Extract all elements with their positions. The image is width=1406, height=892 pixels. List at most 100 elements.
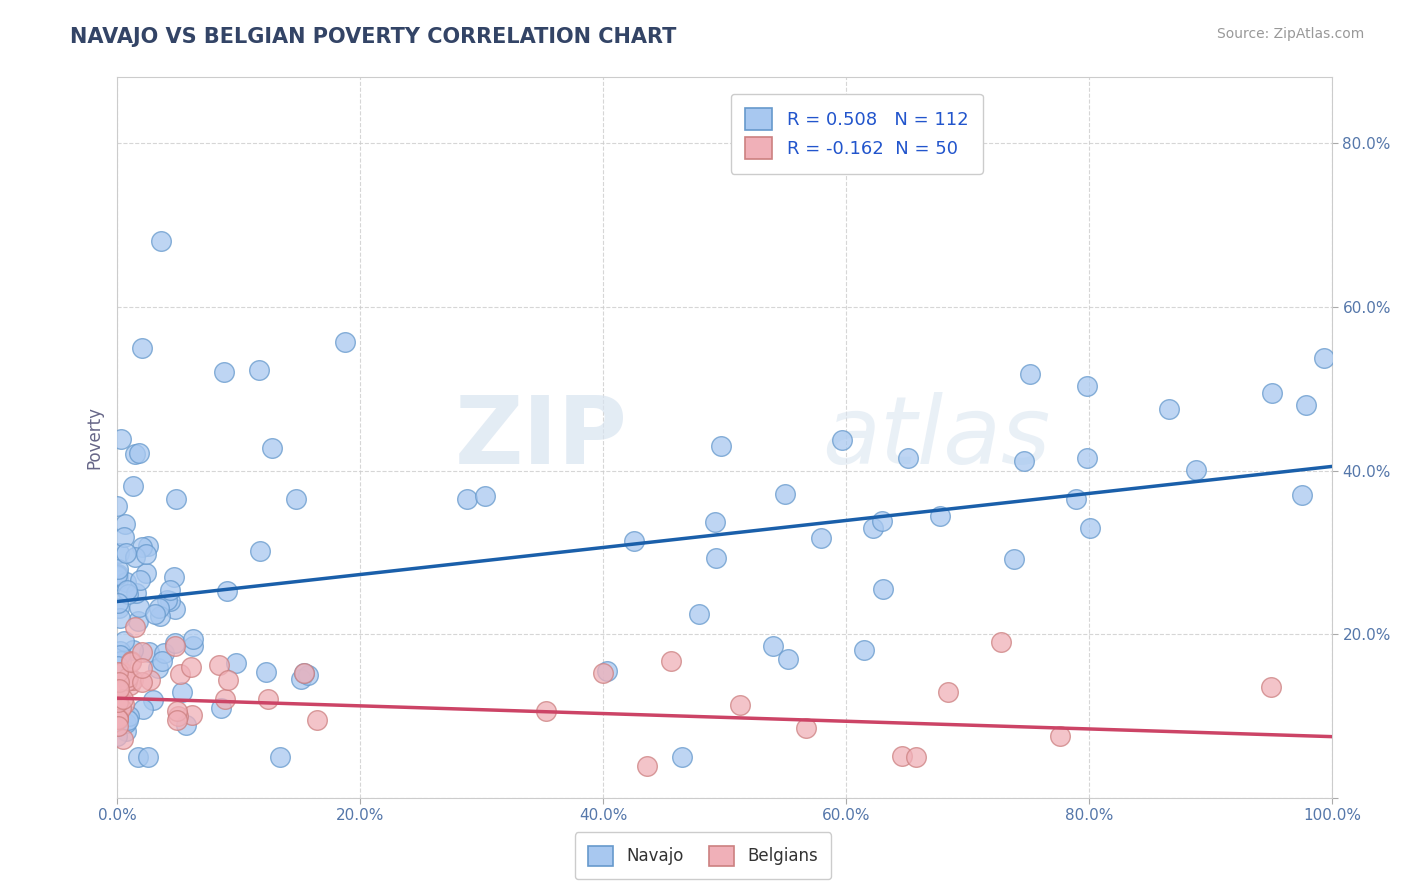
Point (121, 656, 143, 670)
Point (214, 692, 236, 706)
Point (1064, 491, 1087, 506)
Point (689, 607, 711, 622)
Point (831, 433, 853, 447)
Point (107, 596, 129, 610)
Point (704, 515, 727, 529)
Point (260, 442, 283, 456)
Point (297, 668, 319, 682)
Point (108, 545, 131, 559)
Point (108, 675, 131, 690)
Point (146, 661, 169, 675)
Point (159, 582, 181, 597)
Point (115, 574, 138, 589)
Point (114, 530, 136, 544)
Point (131, 541, 153, 555)
Point (142, 693, 165, 707)
Point (247, 363, 270, 377)
Point (163, 570, 186, 584)
Point (1012, 453, 1035, 467)
Point (124, 446, 146, 460)
Point (107, 682, 129, 697)
Point (107, 574, 129, 588)
Point (121, 479, 143, 493)
Point (1260, 680, 1282, 694)
Point (1295, 398, 1317, 412)
Point (1076, 451, 1098, 466)
Point (307, 713, 329, 727)
Point (905, 750, 928, 764)
Point (107, 712, 129, 726)
Point (117, 587, 139, 601)
Point (623, 533, 645, 548)
Point (135, 566, 157, 581)
Point (136, 539, 159, 553)
Point (125, 586, 148, 600)
Point (671, 750, 693, 764)
Point (108, 610, 131, 624)
Point (891, 748, 914, 763)
Point (108, 601, 131, 615)
Point (292, 666, 315, 681)
Point (148, 601, 170, 615)
Point (110, 654, 132, 668)
Point (1076, 379, 1098, 393)
Legend: R = 0.508   N = 112, R = -0.162  N = 50: R = 0.508 N = 112, R = -0.162 N = 50 (731, 94, 983, 174)
Point (107, 658, 129, 673)
Point (128, 446, 150, 460)
Point (111, 665, 134, 679)
Point (1018, 367, 1040, 381)
Point (117, 670, 139, 684)
Point (112, 633, 135, 648)
Point (138, 644, 160, 658)
Point (217, 583, 239, 598)
Point (249, 544, 271, 558)
Point (135, 547, 157, 561)
Point (110, 701, 132, 715)
Point (174, 717, 197, 731)
Point (108, 644, 131, 658)
Point (659, 654, 682, 668)
Point (1312, 351, 1334, 365)
Text: Source: ZipAtlas.com: Source: ZipAtlas.com (1216, 27, 1364, 41)
Point (112, 692, 135, 706)
Point (853, 643, 876, 657)
Point (254, 665, 277, 679)
Point (112, 697, 135, 711)
Point (117, 713, 139, 727)
Point (936, 685, 959, 699)
Point (120, 678, 142, 692)
Point (107, 719, 129, 733)
Point (115, 545, 138, 559)
Point (169, 667, 191, 681)
Point (107, 710, 129, 724)
Point (290, 672, 312, 686)
Point (1185, 463, 1208, 477)
Point (773, 487, 796, 501)
Point (127, 614, 149, 628)
Text: NAVAJO VS BELGIAN POVERTY CORRELATION CHART: NAVAJO VS BELGIAN POVERTY CORRELATION CH… (70, 27, 676, 46)
Point (180, 660, 202, 674)
Point (870, 514, 893, 528)
Point (166, 704, 188, 718)
Point (730, 698, 752, 712)
Point (105, 568, 128, 582)
Point (127, 750, 149, 764)
Point (115, 716, 138, 731)
Point (131, 644, 153, 658)
Point (124, 549, 146, 564)
Point (108, 648, 131, 662)
Point (150, 654, 173, 668)
Point (172, 684, 194, 698)
Point (456, 492, 478, 507)
Point (128, 573, 150, 587)
Point (212, 365, 235, 379)
Point (294, 665, 316, 680)
Point (180, 707, 202, 722)
Point (862, 521, 884, 535)
Text: ZIP: ZIP (454, 392, 627, 483)
Point (794, 721, 817, 735)
Point (1049, 729, 1071, 743)
Point (165, 492, 187, 507)
Point (474, 489, 496, 503)
Point (132, 702, 155, 716)
